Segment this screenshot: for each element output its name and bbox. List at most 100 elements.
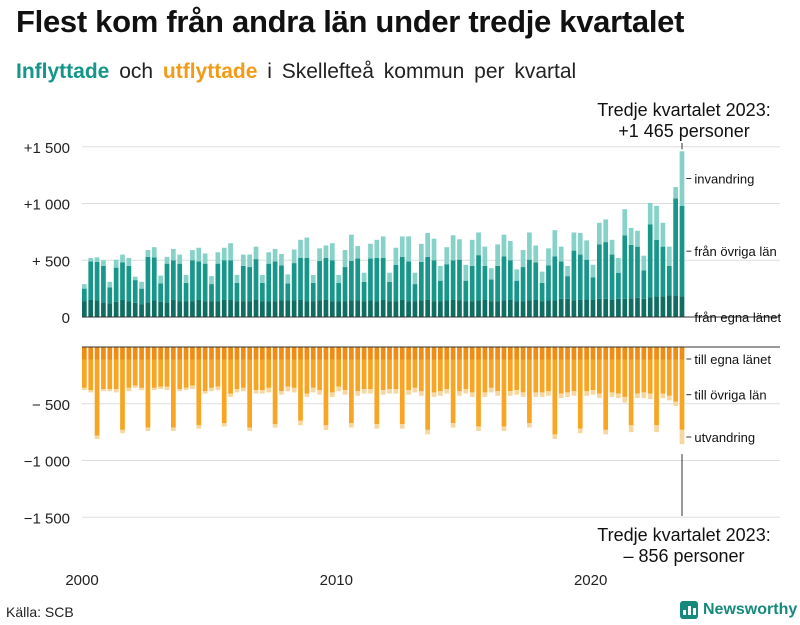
bar-in-1-66: [501, 256, 507, 301]
bar-in-0-90: [654, 296, 659, 317]
bar-out-1-90: [654, 359, 659, 426]
bar-in-1-61: [469, 265, 475, 302]
bar-out-2-31: [279, 391, 284, 395]
bar-out-0-87: [635, 347, 640, 360]
bar-in-2-92: [666, 246, 672, 266]
bar-out-0-16: [183, 347, 189, 360]
subtitle-och: och: [119, 60, 154, 83]
bar-in-1-28: [260, 282, 265, 302]
bar-out-0-14: [171, 347, 176, 360]
bar-in-0-30: [272, 301, 278, 317]
bar-out-0-28: [260, 347, 265, 360]
bar-in-0-9: [139, 304, 144, 317]
bar-out-2-18: [196, 425, 202, 429]
bar-out-2-50: [399, 424, 405, 429]
bar-in-1-60: [463, 280, 469, 302]
bar-out-2-55: [431, 392, 437, 397]
bar-out-1-4: [107, 359, 113, 389]
bar-out-2-92: [666, 395, 672, 401]
bar-out-1-79: [584, 359, 589, 392]
bar-in-1-43: [355, 258, 361, 301]
bar-in-2-45: [368, 243, 373, 259]
bar-out-1-10: [145, 359, 151, 428]
bar-in-2-11: [151, 247, 157, 258]
bar-in-1-33: [291, 263, 297, 301]
bar-out-1-19: [202, 359, 208, 392]
bar-in-1-82: [603, 242, 609, 299]
bar-out-0-50: [399, 347, 405, 360]
bar-in-1-72: [539, 282, 545, 302]
bar-in-1-78: [577, 254, 583, 300]
bar-in-0-91: [660, 296, 666, 317]
bar-out-2-78: [577, 428, 583, 434]
bar-in-0-22: [221, 299, 227, 317]
bar-in-2-78: [577, 233, 583, 255]
bar-out-2-62: [476, 426, 481, 431]
bar-in-1-65: [495, 265, 500, 302]
bar-out-2-37: [317, 390, 322, 395]
legend-label-in: invandring: [694, 172, 754, 187]
bar-in-1-18: [196, 261, 202, 300]
bar-out-0-20: [209, 347, 214, 360]
bar-out-0-89: [647, 347, 653, 360]
bar-out-2-64: [488, 387, 494, 393]
bar-out-0-82: [603, 347, 609, 360]
bar-out-1-32: [285, 359, 291, 387]
bar-out-0-38: [323, 347, 329, 360]
bar-in-2-29: [266, 252, 272, 264]
bar-in-2-79: [584, 240, 589, 260]
bar-out-0-42: [349, 347, 354, 360]
brand-name: Newsworthy: [703, 601, 798, 618]
legend-label-in: från egna länet: [694, 310, 781, 325]
bar-out-1-50: [399, 359, 405, 425]
bar-in-1-73: [546, 265, 551, 301]
chart-title: Flest kom från andra län under tredje kv…: [16, 4, 685, 39]
bar-in-1-16: [183, 282, 189, 302]
bar-in-1-5: [113, 267, 119, 302]
bar-in-1-59: [457, 259, 462, 301]
bar-out-2-84: [616, 393, 621, 399]
bar-in-0-87: [635, 297, 640, 317]
bar-in-2-23: [228, 243, 233, 261]
bar-out-2-46: [374, 424, 380, 429]
bar-out-1-28: [260, 359, 265, 391]
bar-out-1-75: [558, 359, 564, 394]
bar-in-1-32: [285, 283, 291, 301]
bar-out-1-88: [641, 359, 647, 393]
bar-out-0-47: [380, 347, 386, 360]
bar-in-2-84: [616, 257, 621, 273]
bar-out-0-55: [431, 347, 437, 360]
bar-in-0-70: [527, 300, 532, 317]
bar-in-1-45: [368, 258, 373, 301]
bar-out-0-25: [240, 347, 246, 360]
bar-in-1-23: [228, 260, 233, 300]
brand: Newsworthy: [680, 601, 797, 619]
bar-out-0-65: [495, 347, 500, 360]
bar-in-1-93: [673, 198, 678, 297]
bar-out-1-5: [113, 359, 119, 389]
bar-in-0-32: [285, 300, 291, 317]
bar-in-2-22: [221, 247, 227, 261]
bar-out-0-58: [450, 347, 456, 360]
bar-out-0-0: [82, 347, 87, 360]
bar-out-1-1: [88, 359, 94, 391]
bar-in-0-40: [336, 301, 342, 317]
bar-in-2-7: [126, 257, 132, 266]
x-tick-label: 2000: [65, 572, 98, 589]
y-tick-label: − 500: [32, 397, 70, 414]
bar-in-0-5: [113, 301, 119, 317]
bar-in-0-37: [317, 300, 322, 317]
bar-out-1-51: [406, 359, 411, 391]
bar-in-0-43: [355, 300, 361, 317]
bar-in-0-82: [603, 298, 609, 317]
bar-in-1-54: [425, 256, 431, 300]
bar-in-2-91: [660, 222, 666, 247]
bar-out-1-69: [520, 359, 526, 393]
bar-in-2-42: [349, 234, 354, 261]
bar-in-1-69: [520, 267, 526, 302]
bar-out-0-72: [539, 347, 545, 360]
bar-out-2-52: [412, 387, 418, 393]
bar-out-2-25: [240, 387, 246, 392]
subtitle-inflyttade: Inflyttade: [16, 60, 110, 83]
bar-in-2-0: [82, 284, 87, 289]
